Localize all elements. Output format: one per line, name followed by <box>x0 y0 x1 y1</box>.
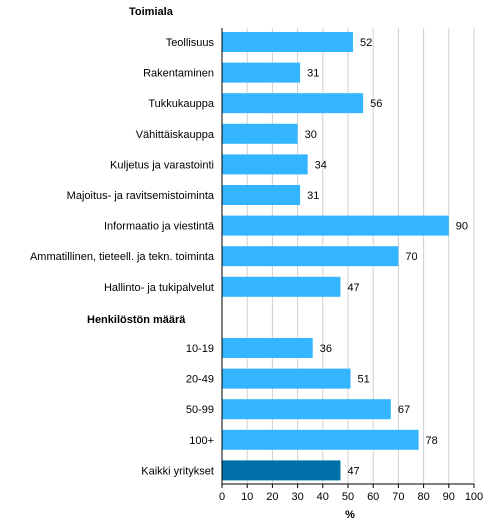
value-label-0-1: 31 <box>307 68 319 80</box>
category-label-0-3: Vähittäiskauppa <box>136 129 215 141</box>
bar-0-3 <box>222 123 298 144</box>
category-label-0-1: Rakentaminen <box>143 68 214 80</box>
bar-1-3 <box>222 429 419 450</box>
bar-1-2 <box>222 399 391 420</box>
bar-0-0 <box>222 32 354 52</box>
bar-0-5 <box>222 185 301 205</box>
value-label-0-3: 30 <box>305 129 317 141</box>
bar-0-8 <box>222 276 341 297</box>
group-heading-henkiloston-maara: Henkilöstön määrä <box>87 314 186 326</box>
bar-1-0 <box>222 338 313 358</box>
x-tick-label-100: 100 <box>465 491 483 503</box>
bar-1-4 <box>222 460 341 481</box>
bar-1-1 <box>222 368 351 389</box>
category-label-0-8: Hallinto- ja tukipalvelut <box>104 282 214 294</box>
category-label-0-5: Majoitus- ja ravitsemistoiminta <box>67 190 215 202</box>
x-axis-title: % <box>345 509 355 521</box>
value-label-0-2: 56 <box>370 98 382 110</box>
x-tick-label-60: 60 <box>367 491 379 503</box>
value-label-1-2: 67 <box>398 404 410 416</box>
value-label-0-0: 52 <box>360 37 372 49</box>
bar-0-6 <box>222 215 449 236</box>
value-label-0-7: 70 <box>405 251 417 263</box>
group-heading-toimiala: Toimiala <box>129 6 173 18</box>
category-label-1-4: Kaikki yritykset <box>141 465 214 477</box>
value-label-0-4: 34 <box>315 159 327 171</box>
category-label-0-0: Teollisuus <box>166 37 215 49</box>
x-tick-label-30: 30 <box>291 491 303 503</box>
category-label-0-4: Kuljetus ja varastointi <box>110 159 214 171</box>
value-label-0-5: 31 <box>307 190 319 202</box>
category-label-1-0: 10-19 <box>186 343 214 355</box>
x-tick-label-0: 0 <box>219 491 225 503</box>
x-tick-label-80: 80 <box>417 491 429 503</box>
value-label-0-6: 90 <box>456 221 468 233</box>
bar-0-4 <box>222 154 308 175</box>
x-tick-label-10: 10 <box>241 491 253 503</box>
value-label-1-1: 51 <box>358 374 370 386</box>
value-label-1-0: 36 <box>320 343 332 355</box>
bar-0-2 <box>222 93 364 114</box>
category-label-1-2: 50-99 <box>186 404 214 416</box>
x-tick-label-20: 20 <box>266 491 278 503</box>
value-label-1-4: 47 <box>347 465 359 477</box>
value-label-1-3: 78 <box>426 435 438 447</box>
x-tick-label-70: 70 <box>392 491 404 503</box>
x-tick-label-50: 50 <box>342 491 354 503</box>
x-tick-label-90: 90 <box>443 491 455 503</box>
x-tick-label-40: 40 <box>317 491 329 503</box>
category-label-0-2: Tukkukauppa <box>148 98 215 110</box>
value-label-0-8: 47 <box>347 282 359 294</box>
bar-0-7 <box>222 246 399 267</box>
bar-0-1 <box>222 62 301 83</box>
category-label-1-1: 20-49 <box>186 374 214 386</box>
category-label-1-3: 100+ <box>189 435 214 447</box>
category-label-0-7: Ammatillinen, tieteell. ja tekn. toimint… <box>30 251 215 263</box>
category-label-0-6: Informaatio ja viestintä <box>104 221 215 233</box>
